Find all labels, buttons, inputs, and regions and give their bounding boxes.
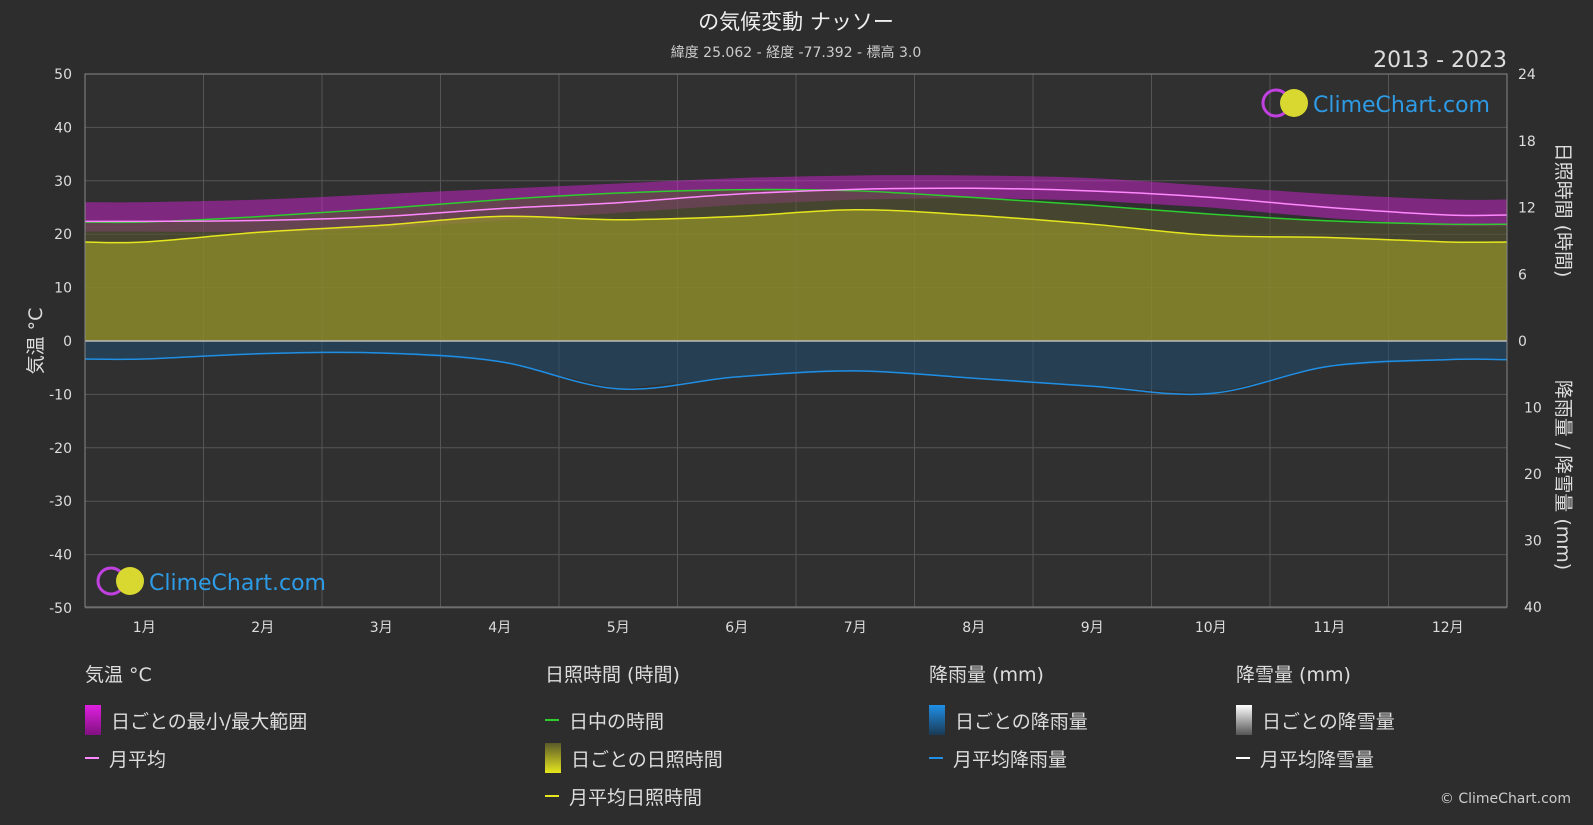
- x-tick-label: 10月: [1195, 620, 1227, 636]
- y-right-top-label: 日照時間 (時間): [1552, 143, 1574, 278]
- legend-rain: 降雨量 (mm) 日ごとの降雨量 月平均降雨量: [929, 660, 1088, 777]
- rain-avg-line: [84, 351, 1508, 396]
- legend-item-rain-avg: 月平均降雨量: [929, 739, 1088, 777]
- watermark-top: ClimeChart.com: [1261, 88, 1490, 118]
- x-tick-label: 12月: [1432, 620, 1464, 636]
- y-left-tick-label: -10: [49, 387, 72, 403]
- temp-avg-swatch: [85, 757, 99, 759]
- legend-label: 日ごとの降雪量: [1262, 710, 1395, 733]
- x-tick-label: 6月: [725, 620, 748, 636]
- y-left-tick-label: -50: [49, 601, 72, 617]
- snow-swatch: [1236, 705, 1252, 735]
- legend-item-daily-sunshine: 日ごとの日照時間: [545, 739, 723, 777]
- legend-label: 月平均: [109, 748, 167, 771]
- y-right-bottom-tick-label: 10: [1524, 401, 1542, 417]
- y-left-tick-label: -30: [49, 494, 72, 510]
- x-tick-label: 3月: [370, 620, 393, 636]
- legend-label: 月平均降雨量: [953, 748, 1068, 771]
- x-tick-label: 2月: [251, 620, 274, 636]
- legend-temperature: 気温 °C 日ごとの最小/最大範囲 月平均: [85, 660, 307, 777]
- daylight-line: [84, 188, 1508, 226]
- legend-item-temp-range: 日ごとの最小/最大範囲: [85, 701, 307, 739]
- x-tick-label: 11月: [1313, 620, 1345, 636]
- legend-label: 日中の時間: [569, 710, 665, 733]
- rain-swatch: [929, 705, 945, 735]
- axes: 50 40 30 20 10 0 -10 -20 -30 -40 -50 24 18 12 6 0 10 20 30…: [25, 67, 1574, 636]
- legend-item-snow-avg: 月平均降雪量: [1236, 739, 1395, 777]
- legend-item-daily-snow: 日ごとの降雪量: [1236, 701, 1395, 739]
- y-left-tick-label: -40: [49, 548, 72, 564]
- y-left-tick-label: 40: [54, 120, 72, 136]
- y-left-tick-label: 10: [54, 281, 72, 297]
- legend-label: 月平均降雪量: [1260, 748, 1375, 771]
- y-left-label: 気温 °C: [25, 308, 47, 375]
- legend-item-daily-rain: 日ごとの降雨量: [929, 701, 1088, 739]
- sunshine-avg-line: [84, 208, 1508, 244]
- y-left-tick-label: 20: [54, 227, 72, 243]
- logo-sun-icon: [1280, 89, 1308, 117]
- daylight-area: [85, 189, 1507, 242]
- y-right-top-tick-label: 0: [1518, 334, 1527, 350]
- snow-avg-swatch: [1236, 757, 1250, 759]
- y-right-bottom-tick-label: 20: [1524, 467, 1542, 483]
- watermark-text: ClimeChart.com: [149, 571, 326, 596]
- legend-label: 日ごとの日照時間: [571, 748, 723, 771]
- y-left-tick-label: -20: [49, 441, 72, 457]
- y-right-bottom-tick-label: 30: [1524, 534, 1542, 550]
- legend-label: 日ごとの降雨量: [955, 710, 1088, 733]
- chart-subtitle: 緯度 25.062 - 経度 -77.392 - 標高 3.0: [671, 44, 922, 61]
- sunshine-avg-swatch: [545, 795, 559, 797]
- logo-sun-icon: [116, 567, 144, 595]
- x-tick-label: 7月: [844, 620, 867, 636]
- y-right-top-tick-label: 12: [1518, 201, 1536, 217]
- legend-label: 月平均日照時間: [569, 786, 703, 809]
- chart-title: の気候変動 ナッソー: [698, 10, 894, 34]
- y-right-top-tick-label: 24: [1518, 67, 1536, 83]
- year-range: 2013 - 2023: [1373, 48, 1507, 73]
- watermark-text: ClimeChart.com: [1313, 93, 1490, 118]
- rain-avg-swatch: [929, 757, 943, 759]
- y-right-bottom-label: 降雨量 / 降雪量 (mm): [1552, 380, 1574, 570]
- x-tick-label: 8月: [962, 620, 985, 636]
- temp-range-swatch: [85, 705, 101, 735]
- plot-area: [84, 73, 1508, 609]
- legend-title-sunshine: 日照時間 (時間): [545, 664, 680, 686]
- copyright: © ClimeChart.com: [1439, 791, 1571, 807]
- y-right-top-tick-label: 18: [1518, 134, 1536, 150]
- sunshine-area: [85, 209, 1507, 341]
- legend-item-sunshine-avg: 月平均日照時間: [545, 777, 723, 815]
- legend-title-rain: 降雨量 (mm): [929, 664, 1044, 686]
- temp-avg-line: [84, 187, 1508, 223]
- y-left-tick-label: 0: [63, 334, 72, 350]
- x-tick-label: 5月: [607, 620, 630, 636]
- daylight-swatch: [545, 719, 559, 721]
- y-left-tick-label: 30: [54, 174, 72, 190]
- plot-frame: [84, 73, 1508, 608]
- y-right-top-tick-label: 6: [1518, 267, 1527, 283]
- y-right-bottom-tick-label: 40: [1524, 600, 1542, 616]
- legend-item-daylight: 日中の時間: [545, 701, 723, 739]
- watermark-bottom: ClimeChart.com: [96, 566, 326, 596]
- x-tick-label: 4月: [488, 620, 511, 636]
- legend-item-temp-avg: 月平均: [85, 739, 307, 777]
- y-left-tick-label: 50: [54, 67, 72, 83]
- legend-label: 日ごとの最小/最大範囲: [111, 710, 308, 733]
- legend-sunshine: 日照時間 (時間) 日中の時間 日ごとの日照時間 月平均日照時間: [545, 660, 723, 815]
- legend-title-temperature: 気温 °C: [85, 664, 152, 686]
- x-tick-label: 9月: [1081, 620, 1104, 636]
- sunshine-swatch: [545, 743, 561, 773]
- legend-title-snow: 降雪量 (mm): [1236, 664, 1351, 686]
- rain-area: [85, 341, 1507, 394]
- legend-snow: 降雪量 (mm) 日ごとの降雪量 月平均降雪量: [1236, 660, 1395, 777]
- x-tick-label: 1月: [133, 620, 156, 636]
